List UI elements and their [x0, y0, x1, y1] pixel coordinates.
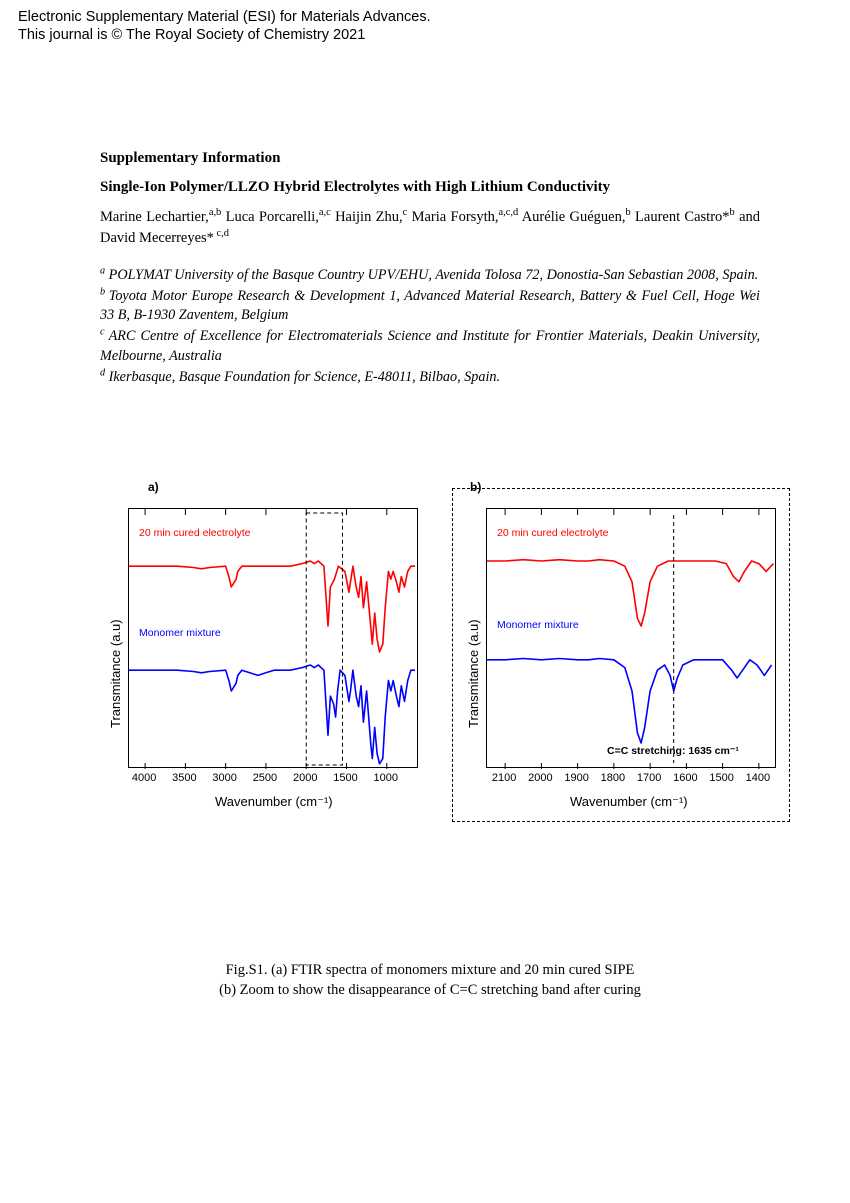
xtick-label: 2500	[249, 772, 281, 784]
xtick-label: 4000	[128, 772, 160, 784]
panel-a-ylabel: Transmitance (a.u)	[108, 619, 123, 728]
figure-s1: a) Transmitance (a.u) 20 min cured elect…	[90, 480, 790, 880]
panel-b-series2-label: Monomer mixture	[497, 619, 579, 631]
xtick-label: 1700	[633, 772, 665, 784]
xtick-label: 3000	[209, 772, 241, 784]
xtick-label: 1400	[742, 772, 774, 784]
xtick-label: 1000	[370, 772, 402, 784]
panel-b-ylabel: Transmitance (a.u)	[466, 619, 481, 728]
panel-a-series2-label: Monomer mixture	[139, 627, 221, 639]
panel-a-label: a)	[148, 480, 159, 494]
panel-a-plot: 20 min cured electrolyte Monomer mixture	[128, 508, 418, 768]
xtick-label: 1600	[669, 772, 701, 784]
xtick-label: 1500	[330, 772, 362, 784]
panel-a-xlabel: Wavenumber (cm⁻¹)	[215, 794, 333, 810]
caption-line2: (b) Zoom to show the disappearance of C=…	[100, 980, 760, 1000]
panel-b-annotation: C=C stretching: 1635 cm⁻¹	[607, 745, 739, 757]
supplementary-heading: Supplementary Information	[100, 150, 760, 167]
xtick-label: 3500	[168, 772, 200, 784]
authors-list: Marine Lechartier,a,b Luca Porcarelli,a,…	[100, 207, 760, 248]
panel-b-xlabel: Wavenumber (cm⁻¹)	[570, 794, 688, 810]
panel-b-label: b)	[470, 480, 481, 494]
esi-line2: This journal is © The Royal Society of C…	[18, 26, 431, 44]
xtick-label: 2000	[289, 772, 321, 784]
panel-a-svg	[129, 509, 419, 769]
figure-caption: Fig.S1. (a) FTIR spectra of monomers mix…	[100, 960, 760, 1001]
panel-b-svg	[487, 509, 777, 769]
xtick-label: 1500	[706, 772, 738, 784]
panel-b-series1-label: 20 min cured electrolyte	[497, 527, 608, 539]
main-content: Supplementary Information Single-Ion Pol…	[100, 150, 760, 389]
affiliation: b Toyota Motor Europe Research & Develop…	[100, 287, 760, 325]
xtick-label: 2000	[524, 772, 556, 784]
esi-header: Electronic Supplementary Material (ESI) …	[18, 8, 431, 44]
article-title: Single-Ion Polymer/LLZO Hybrid Electroly…	[100, 177, 760, 197]
affiliation: d Ikerbasque, Basque Foundation for Scie…	[100, 368, 760, 387]
affiliations: a POLYMAT University of the Basque Count…	[100, 266, 760, 387]
affiliation: c ARC Centre of Excellence for Electroma…	[100, 327, 760, 365]
panel-b-plot: 20 min cured electrolyte Monomer mixture…	[486, 508, 776, 768]
esi-line1: Electronic Supplementary Material (ESI) …	[18, 8, 431, 26]
affiliation: a POLYMAT University of the Basque Count…	[100, 266, 760, 285]
xtick-label: 1900	[561, 772, 593, 784]
xtick-label: 1800	[597, 772, 629, 784]
xtick-label: 2100	[488, 772, 520, 784]
panel-a-series1-label: 20 min cured electrolyte	[139, 527, 250, 539]
caption-line1: Fig.S1. (a) FTIR spectra of monomers mix…	[100, 960, 760, 980]
